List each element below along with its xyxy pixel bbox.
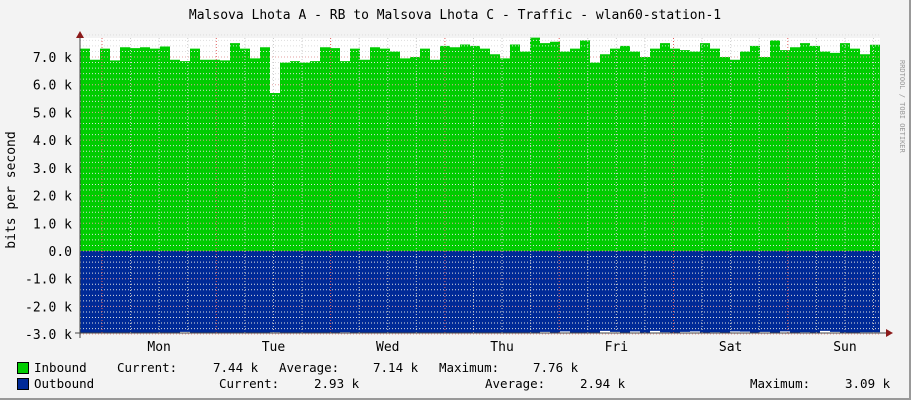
inbound-current-value: 7.44 k bbox=[213, 360, 259, 375]
outbound-legend-name: Outbound bbox=[34, 376, 95, 391]
series-area-outbound bbox=[80, 251, 880, 334]
y-tick-label: -3.0 k bbox=[25, 328, 72, 343]
outbound-average-value: 2.94 k bbox=[580, 376, 626, 391]
y-tick-label: -1.0 k bbox=[25, 273, 72, 288]
inbound-maximum-value: 7.76 k bbox=[533, 360, 579, 375]
outbound-maximum-label: Maximum: bbox=[750, 376, 811, 391]
inbound-current-label: Current: bbox=[117, 360, 178, 375]
y-tick-label: 4.0 k bbox=[33, 134, 72, 149]
x-tick-label: Sat bbox=[719, 340, 742, 355]
inbound-average-value: 7.14 k bbox=[373, 360, 419, 375]
y-axis-label: bits per second bbox=[4, 131, 19, 248]
x-tick-label: Mon bbox=[147, 340, 170, 355]
y-tick-label: 7.0 k bbox=[33, 51, 72, 66]
y-tick-label: 1.0 k bbox=[33, 217, 72, 232]
x-axis-arrow bbox=[886, 329, 893, 337]
outbound-maximum-value: 3.09 k bbox=[845, 376, 891, 391]
inbound-average-label: Average: bbox=[279, 360, 340, 375]
chart-title: Malsova Lhota A - RB to Malsova Lhota C … bbox=[189, 8, 721, 23]
y-tick-label: 5.0 k bbox=[33, 106, 72, 121]
outbound-swatch bbox=[17, 378, 29, 390]
inbound-legend-name: Inbound bbox=[34, 360, 87, 375]
y-tick-label: 2.0 k bbox=[33, 190, 72, 205]
y-axis-arrow bbox=[76, 31, 84, 38]
rrdtool-credit: RRDTOOL / TOBI OETIKER bbox=[898, 60, 906, 154]
inbound-maximum-label: Maximum: bbox=[439, 360, 500, 375]
x-tick-label: Wed bbox=[376, 340, 399, 355]
y-tick-label: 0.0 bbox=[49, 245, 72, 260]
outbound-current-value: 2.93 k bbox=[314, 376, 360, 391]
outbound-current-label: Current: bbox=[219, 376, 280, 391]
y-tick-label: 3.0 k bbox=[33, 162, 72, 177]
x-tick-label: Thu bbox=[490, 340, 513, 355]
y-tick-label: -2.0 k bbox=[25, 300, 72, 315]
series-area-inbound bbox=[80, 37, 880, 251]
inbound-swatch bbox=[17, 362, 29, 374]
x-tick-label: Tue bbox=[262, 340, 286, 355]
x-tick-label: Fri bbox=[605, 340, 628, 355]
x-tick-label: Sun bbox=[833, 340, 856, 355]
y-tick-label: 6.0 k bbox=[33, 79, 72, 94]
outbound-average-label: Average: bbox=[485, 376, 546, 391]
